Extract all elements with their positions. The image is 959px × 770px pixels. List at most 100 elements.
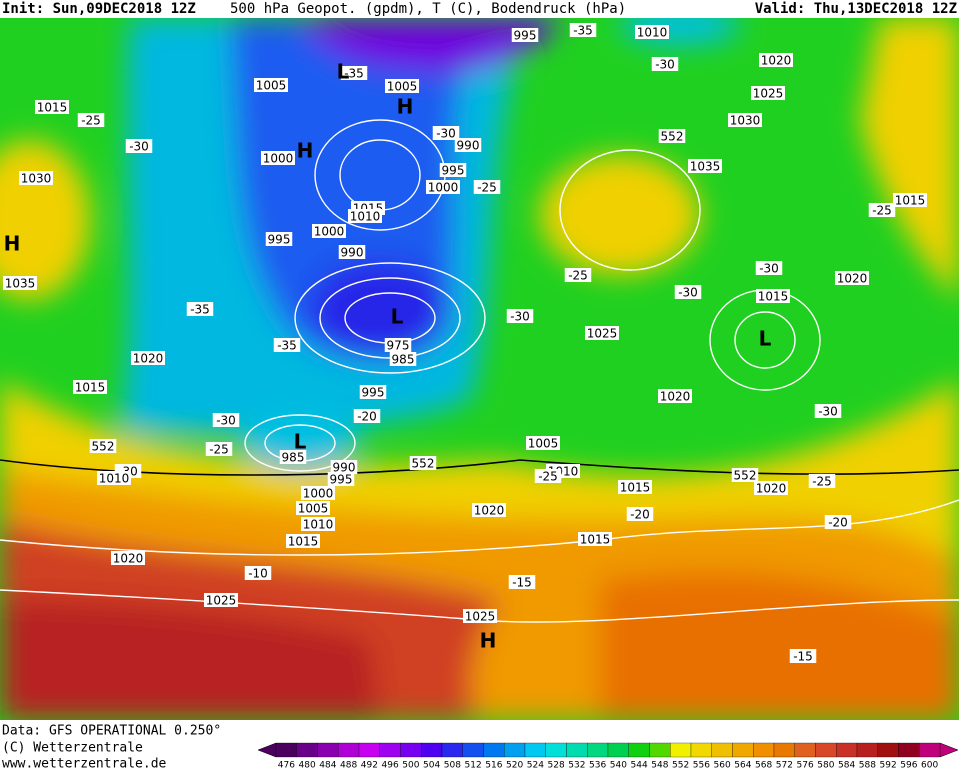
isoline-label: -10 <box>248 567 268 581</box>
isoline-label: 1005 <box>298 502 329 516</box>
isoline-label: 552 <box>412 457 435 471</box>
label-box <box>508 575 536 589</box>
colorbar-cell <box>773 742 795 758</box>
colorbar-cell <box>877 742 899 758</box>
label-box <box>89 439 117 453</box>
isoline-label: -15 <box>793 650 813 664</box>
isoline-label: 1020 <box>474 504 505 518</box>
colorbar-cell <box>794 742 816 758</box>
label-box <box>688 159 722 173</box>
colorbar-cell <box>462 742 484 758</box>
label-box <box>868 203 896 217</box>
label-box <box>754 481 788 495</box>
isoline-label: 990 <box>341 246 364 260</box>
label-box <box>808 474 836 488</box>
colorbar-label: 496 <box>382 761 399 770</box>
isoline-label: 1000 <box>303 487 334 501</box>
label-box <box>77 113 105 127</box>
label-box <box>564 268 592 282</box>
isoline-label: 1025 <box>465 610 496 624</box>
isoline-label: 552 <box>661 130 684 144</box>
isoline-label: 1015 <box>620 481 651 495</box>
isoline-label: -35 <box>344 67 364 81</box>
valid-time: Valid: Thu,13DEC2018 12Z <box>755 1 957 17</box>
colorbar-cell <box>649 742 671 758</box>
pressure-center: L <box>391 305 404 329</box>
isoline-label: -35 <box>277 339 297 353</box>
isoline-label: -25 <box>812 475 832 489</box>
label-box <box>626 507 654 521</box>
label-box <box>3 276 37 290</box>
colorbar-label: 524 <box>527 761 544 770</box>
label-box <box>585 326 619 340</box>
label-box <box>824 515 852 529</box>
colorbar-label: 480 <box>299 761 316 770</box>
pressure-center: H <box>4 232 21 256</box>
label-box <box>327 472 355 486</box>
isoline-label: 1015 <box>895 194 926 208</box>
colorbar-cell <box>504 742 526 758</box>
colorbar-label: 588 <box>859 761 876 770</box>
isoline-label: -30 <box>759 262 779 276</box>
colorbar-cell <box>421 742 443 758</box>
label-box <box>205 442 233 456</box>
label-box <box>674 285 702 299</box>
isoline-label: 1020 <box>660 390 691 404</box>
colorbar-label: 520 <box>506 761 523 770</box>
colorbar-label: 540 <box>610 761 627 770</box>
label-box <box>244 566 272 580</box>
colorbar-label: 512 <box>465 761 482 770</box>
label-box <box>254 78 288 92</box>
colorbar-label: 536 <box>589 761 606 770</box>
isoline-label: 1000 <box>428 181 459 195</box>
colorbar-cell <box>524 742 546 758</box>
colorbar-cell <box>670 742 692 758</box>
colorbar-cell <box>690 742 712 758</box>
label-box <box>279 450 307 464</box>
colorbar-cell <box>815 742 837 758</box>
colorbar-label: 584 <box>838 761 855 770</box>
isoline-label: 1005 <box>256 79 287 93</box>
label-box <box>359 385 387 399</box>
label-box <box>569 23 597 37</box>
colorbar-label: 592 <box>880 761 897 770</box>
colorbar-label: 600 <box>921 761 938 770</box>
colorbar-cell <box>919 742 941 758</box>
colorbar-cell <box>856 742 878 758</box>
colorbar-cell <box>338 742 360 758</box>
colorbar-label: 504 <box>423 761 440 770</box>
isoline-label: 1020 <box>756 482 787 496</box>
isoline-label: 990 <box>457 139 480 153</box>
label-box <box>330 460 358 474</box>
label-box <box>618 480 652 494</box>
map-field <box>0 18 959 720</box>
header-bar <box>0 0 959 18</box>
isoline-label: 995 <box>330 473 353 487</box>
colorbar-cell <box>587 742 609 758</box>
colorbar-cell <box>379 742 401 758</box>
label-box <box>338 245 366 259</box>
label-box <box>35 100 69 114</box>
isoline-label: 1020 <box>133 352 164 366</box>
label-box <box>426 180 460 194</box>
isoline-label: 1000 <box>263 152 294 166</box>
colorbar-label: 576 <box>797 761 814 770</box>
label-box <box>756 289 790 303</box>
isoline-label: -35 <box>190 303 210 317</box>
isoline-label: 1015 <box>37 101 68 115</box>
isoline-label: 1015 <box>580 533 611 547</box>
colorbar-cell <box>400 742 422 758</box>
colorbar-cell <box>275 742 297 758</box>
colorbar-label: 552 <box>672 761 689 770</box>
label-box <box>893 193 927 207</box>
colorbar-label: 484 <box>319 761 336 770</box>
colorbar-label: 532 <box>568 761 585 770</box>
pressure-center: H <box>480 629 497 653</box>
colorbar-cell <box>711 742 733 758</box>
label-box <box>312 224 346 238</box>
label-box <box>432 126 460 140</box>
isoline-label: -30 <box>129 140 149 154</box>
colorbar-cell <box>628 742 650 758</box>
colorbar-cell <box>732 742 754 758</box>
